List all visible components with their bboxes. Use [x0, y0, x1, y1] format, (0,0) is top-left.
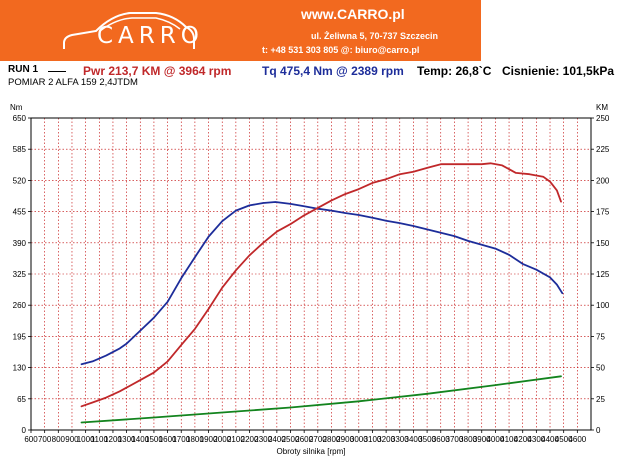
y-tick-label-right: 150	[596, 239, 610, 248]
y-tick-label-right: 200	[596, 176, 610, 185]
y-tick-label-right: 50	[596, 364, 605, 373]
x-tick-label: 700	[38, 435, 52, 444]
y-tick-label-left: 130	[13, 364, 27, 373]
power-line	[80, 162, 562, 408]
address-text: ul. Żeliwna 5, 70-737 Szczecin	[311, 31, 439, 41]
run-legend-line	[48, 71, 66, 72]
x-tick-label: 2100	[227, 435, 245, 444]
x-tick-label: 3700	[446, 435, 464, 444]
y-tick-label-right: 75	[596, 332, 605, 341]
x-tick-label: 4600	[568, 435, 586, 444]
website-url[interactable]: www.CARRO.pl	[301, 6, 405, 22]
x-tick-label: 4000	[486, 435, 504, 444]
x-tick-label: 1700	[172, 435, 190, 444]
x-tick-label: 3300	[391, 435, 409, 444]
y-axis-label-right: KM	[596, 103, 608, 112]
x-tick-label: 3800	[459, 435, 477, 444]
x-tick-label: 1600	[159, 435, 177, 444]
y-tick-label-left: 650	[13, 114, 27, 123]
torque-summary: Tq 475,4 Nm @ 2389 rpm	[262, 64, 404, 78]
x-tick-label: 3100	[364, 435, 382, 444]
run-label: RUN 1	[8, 64, 39, 75]
x-axis-label: Obroty silnika [rpm]	[277, 447, 346, 456]
contact-text: t: +48 531 303 805 @: biuro@carro.pl	[262, 45, 420, 55]
x-tick-label: 4100	[500, 435, 518, 444]
grid	[28, 117, 594, 433]
x-tick-label: 3200	[377, 435, 395, 444]
pressure-readout: Cisnienie: 101,5kPa	[502, 64, 615, 78]
dyno-chart: 600 700 800 9001000110012001300140015001600…	[10, 103, 610, 456]
y-tick-label-right: 125	[596, 270, 610, 279]
x-tick-label: 1000	[77, 435, 95, 444]
plot-frame	[30, 117, 592, 431]
x-tick-label: 2800	[323, 435, 341, 444]
logo-text: CARRO	[97, 23, 204, 49]
y-tick-label-right: 175	[596, 208, 610, 217]
x-tick-label: 3000	[350, 435, 368, 444]
x-tick-label: 1400	[131, 435, 149, 444]
y-tick-label-left: 260	[13, 301, 27, 310]
x-tick-label: 2400	[268, 435, 286, 444]
x-tick-label: 1800	[186, 435, 204, 444]
y-tick-label-left: 0	[22, 426, 27, 435]
y-tick-label-left: 195	[13, 332, 27, 341]
y-tick-label-right: 0	[596, 426, 601, 435]
y-tick-label-left: 325	[13, 270, 27, 279]
x-tick-label: 1100	[91, 435, 109, 444]
x-tick-label: 3600	[432, 435, 450, 444]
x-tick-label: 1500	[145, 435, 163, 444]
x-tick-label: 600	[24, 435, 38, 444]
x-tick-label: 3400	[405, 435, 423, 444]
y-tick-label-right: 25	[596, 395, 605, 404]
x-tick-label: 2300	[254, 435, 272, 444]
x-tick-label: 2900	[336, 435, 354, 444]
x-tick-label: 4200	[514, 435, 532, 444]
x-tick-label: 800	[52, 435, 66, 444]
measurement-label: POMIAR 2 ALFA 159 2,4JTDM	[8, 77, 138, 88]
y-tick-label-left: 65	[17, 395, 26, 404]
y-tick-label-left: 455	[13, 208, 27, 217]
y-tick-label-left: 390	[13, 239, 27, 248]
x-tick-label: 3500	[418, 435, 436, 444]
y-tick-label-right: 225	[596, 145, 610, 154]
y-axis-label-left: Nm	[10, 103, 23, 112]
header-banner: CARRO www.CARRO.pl ul. Żeliwna 5, 70-737…	[0, 0, 481, 61]
loss-line	[80, 375, 562, 424]
x-tick-label: 2200	[241, 435, 259, 444]
x-tick-label: 1900	[200, 435, 218, 444]
tick-labels: 600 700 800 9001000110012001300140015001600…	[13, 114, 610, 444]
temperature-readout: Temp: 26,8`C	[417, 64, 492, 78]
y-tick-label-right: 250	[596, 114, 610, 123]
x-tick-label: 2000	[213, 435, 231, 444]
x-tick-label: 4300	[527, 435, 545, 444]
x-tick-label: 1200	[104, 435, 122, 444]
x-tick-label: 900	[65, 435, 79, 444]
x-tick-label: 3900	[473, 435, 491, 444]
x-tick-label: 2600	[295, 435, 313, 444]
y-tick-label-left: 585	[13, 145, 27, 154]
y-tick-label-left: 520	[13, 176, 27, 185]
x-tick-label: 2700	[309, 435, 327, 444]
torque-line	[80, 201, 564, 366]
x-tick-label: 2500	[282, 435, 300, 444]
series-layer	[80, 162, 564, 424]
y-tick-label-right: 100	[596, 301, 610, 310]
power-summary: Pwr 213,7 KM @ 3964 rpm	[83, 64, 232, 78]
x-tick-label: 4500	[555, 435, 573, 444]
x-tick-label: 1300	[118, 435, 136, 444]
carro-car-logo-icon	[63, 12, 195, 49]
x-tick-label: 4400	[541, 435, 559, 444]
